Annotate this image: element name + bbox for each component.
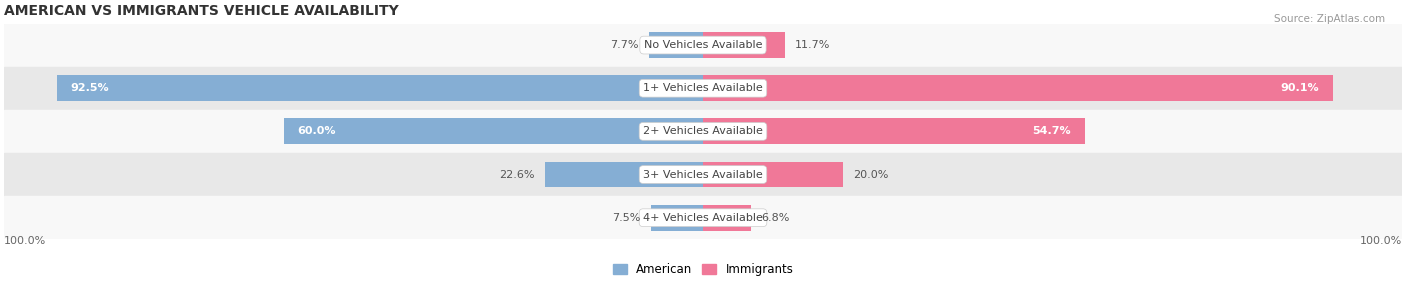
- Bar: [650, 32, 703, 58]
- Bar: [56, 75, 703, 101]
- Text: 54.7%: 54.7%: [1032, 126, 1071, 136]
- Text: 3+ Vehicles Available: 3+ Vehicles Available: [643, 170, 763, 180]
- Bar: [4, 196, 1402, 239]
- Text: No Vehicles Available: No Vehicles Available: [644, 40, 762, 50]
- Text: 11.7%: 11.7%: [796, 40, 831, 50]
- Text: 2+ Vehicles Available: 2+ Vehicles Available: [643, 126, 763, 136]
- Text: 60.0%: 60.0%: [298, 126, 336, 136]
- Text: 7.7%: 7.7%: [610, 40, 638, 50]
- Legend: American, Immigrants: American, Immigrants: [607, 259, 799, 281]
- Text: 92.5%: 92.5%: [70, 83, 110, 93]
- Text: AMERICAN VS IMMIGRANTS VEHICLE AVAILABILITY: AMERICAN VS IMMIGRANTS VEHICLE AVAILABIL…: [4, 4, 399, 18]
- Text: 1+ Vehicles Available: 1+ Vehicles Available: [643, 83, 763, 93]
- Text: 100.0%: 100.0%: [1360, 236, 1402, 246]
- Bar: [651, 205, 703, 231]
- Text: 7.5%: 7.5%: [612, 213, 640, 223]
- Bar: [4, 110, 1402, 153]
- Text: 20.0%: 20.0%: [853, 170, 889, 180]
- Text: 4+ Vehicles Available: 4+ Vehicles Available: [643, 213, 763, 223]
- Bar: [4, 23, 1402, 67]
- Bar: [703, 32, 785, 58]
- Text: Source: ZipAtlas.com: Source: ZipAtlas.com: [1274, 14, 1385, 24]
- Bar: [546, 162, 703, 188]
- Bar: [703, 75, 1333, 101]
- Bar: [284, 118, 703, 144]
- Text: 90.1%: 90.1%: [1279, 83, 1319, 93]
- Bar: [703, 118, 1085, 144]
- Bar: [703, 205, 751, 231]
- Text: 22.6%: 22.6%: [499, 170, 534, 180]
- Bar: [703, 162, 842, 188]
- Bar: [4, 67, 1402, 110]
- Text: 6.8%: 6.8%: [761, 213, 789, 223]
- Text: 100.0%: 100.0%: [4, 236, 46, 246]
- Bar: [4, 153, 1402, 196]
